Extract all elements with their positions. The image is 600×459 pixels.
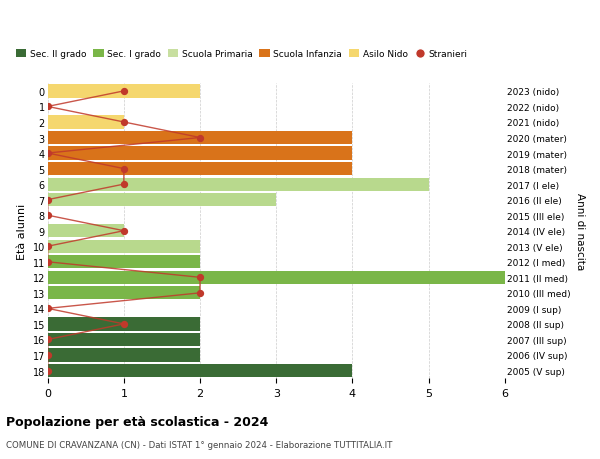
Point: [119, 181, 128, 188]
Point: [43, 243, 52, 250]
Point: [43, 336, 52, 343]
Bar: [47, 333, 200, 346]
Y-axis label: Età alunni: Età alunni: [17, 203, 27, 259]
Point: [195, 274, 205, 281]
Point: [43, 196, 52, 204]
Bar: [47, 178, 428, 191]
Text: Popolazione per età scolastica - 2024: Popolazione per età scolastica - 2024: [6, 415, 268, 428]
Bar: [47, 240, 200, 253]
Bar: [47, 364, 352, 377]
Bar: [47, 349, 200, 362]
Bar: [47, 194, 276, 207]
Y-axis label: Anni di nascita: Anni di nascita: [575, 193, 585, 270]
Point: [43, 367, 52, 375]
Legend: Sec. II grado, Sec. I grado, Scuola Primaria, Scuola Infanzia, Asilo Nido, Stran: Sec. II grado, Sec. I grado, Scuola Prim…: [16, 50, 468, 59]
Point: [119, 228, 128, 235]
Point: [43, 104, 52, 111]
Bar: [47, 162, 352, 176]
Bar: [47, 147, 352, 160]
Point: [119, 119, 128, 126]
Point: [43, 150, 52, 157]
Point: [119, 88, 128, 95]
Point: [43, 258, 52, 266]
Point: [119, 166, 128, 173]
Text: COMUNE DI CRAVANZANA (CN) - Dati ISTAT 1° gennaio 2024 - Elaborazione TUTTITALIA: COMUNE DI CRAVANZANA (CN) - Dati ISTAT 1…: [6, 440, 392, 449]
Point: [119, 320, 128, 328]
Bar: [47, 224, 124, 238]
Bar: [47, 286, 200, 300]
Bar: [47, 271, 505, 284]
Point: [43, 212, 52, 219]
Bar: [47, 132, 352, 145]
Point: [43, 305, 52, 313]
Bar: [47, 116, 124, 129]
Point: [43, 352, 52, 359]
Bar: [47, 318, 200, 331]
Bar: [47, 85, 200, 98]
Point: [195, 134, 205, 142]
Point: [195, 290, 205, 297]
Bar: [47, 256, 200, 269]
